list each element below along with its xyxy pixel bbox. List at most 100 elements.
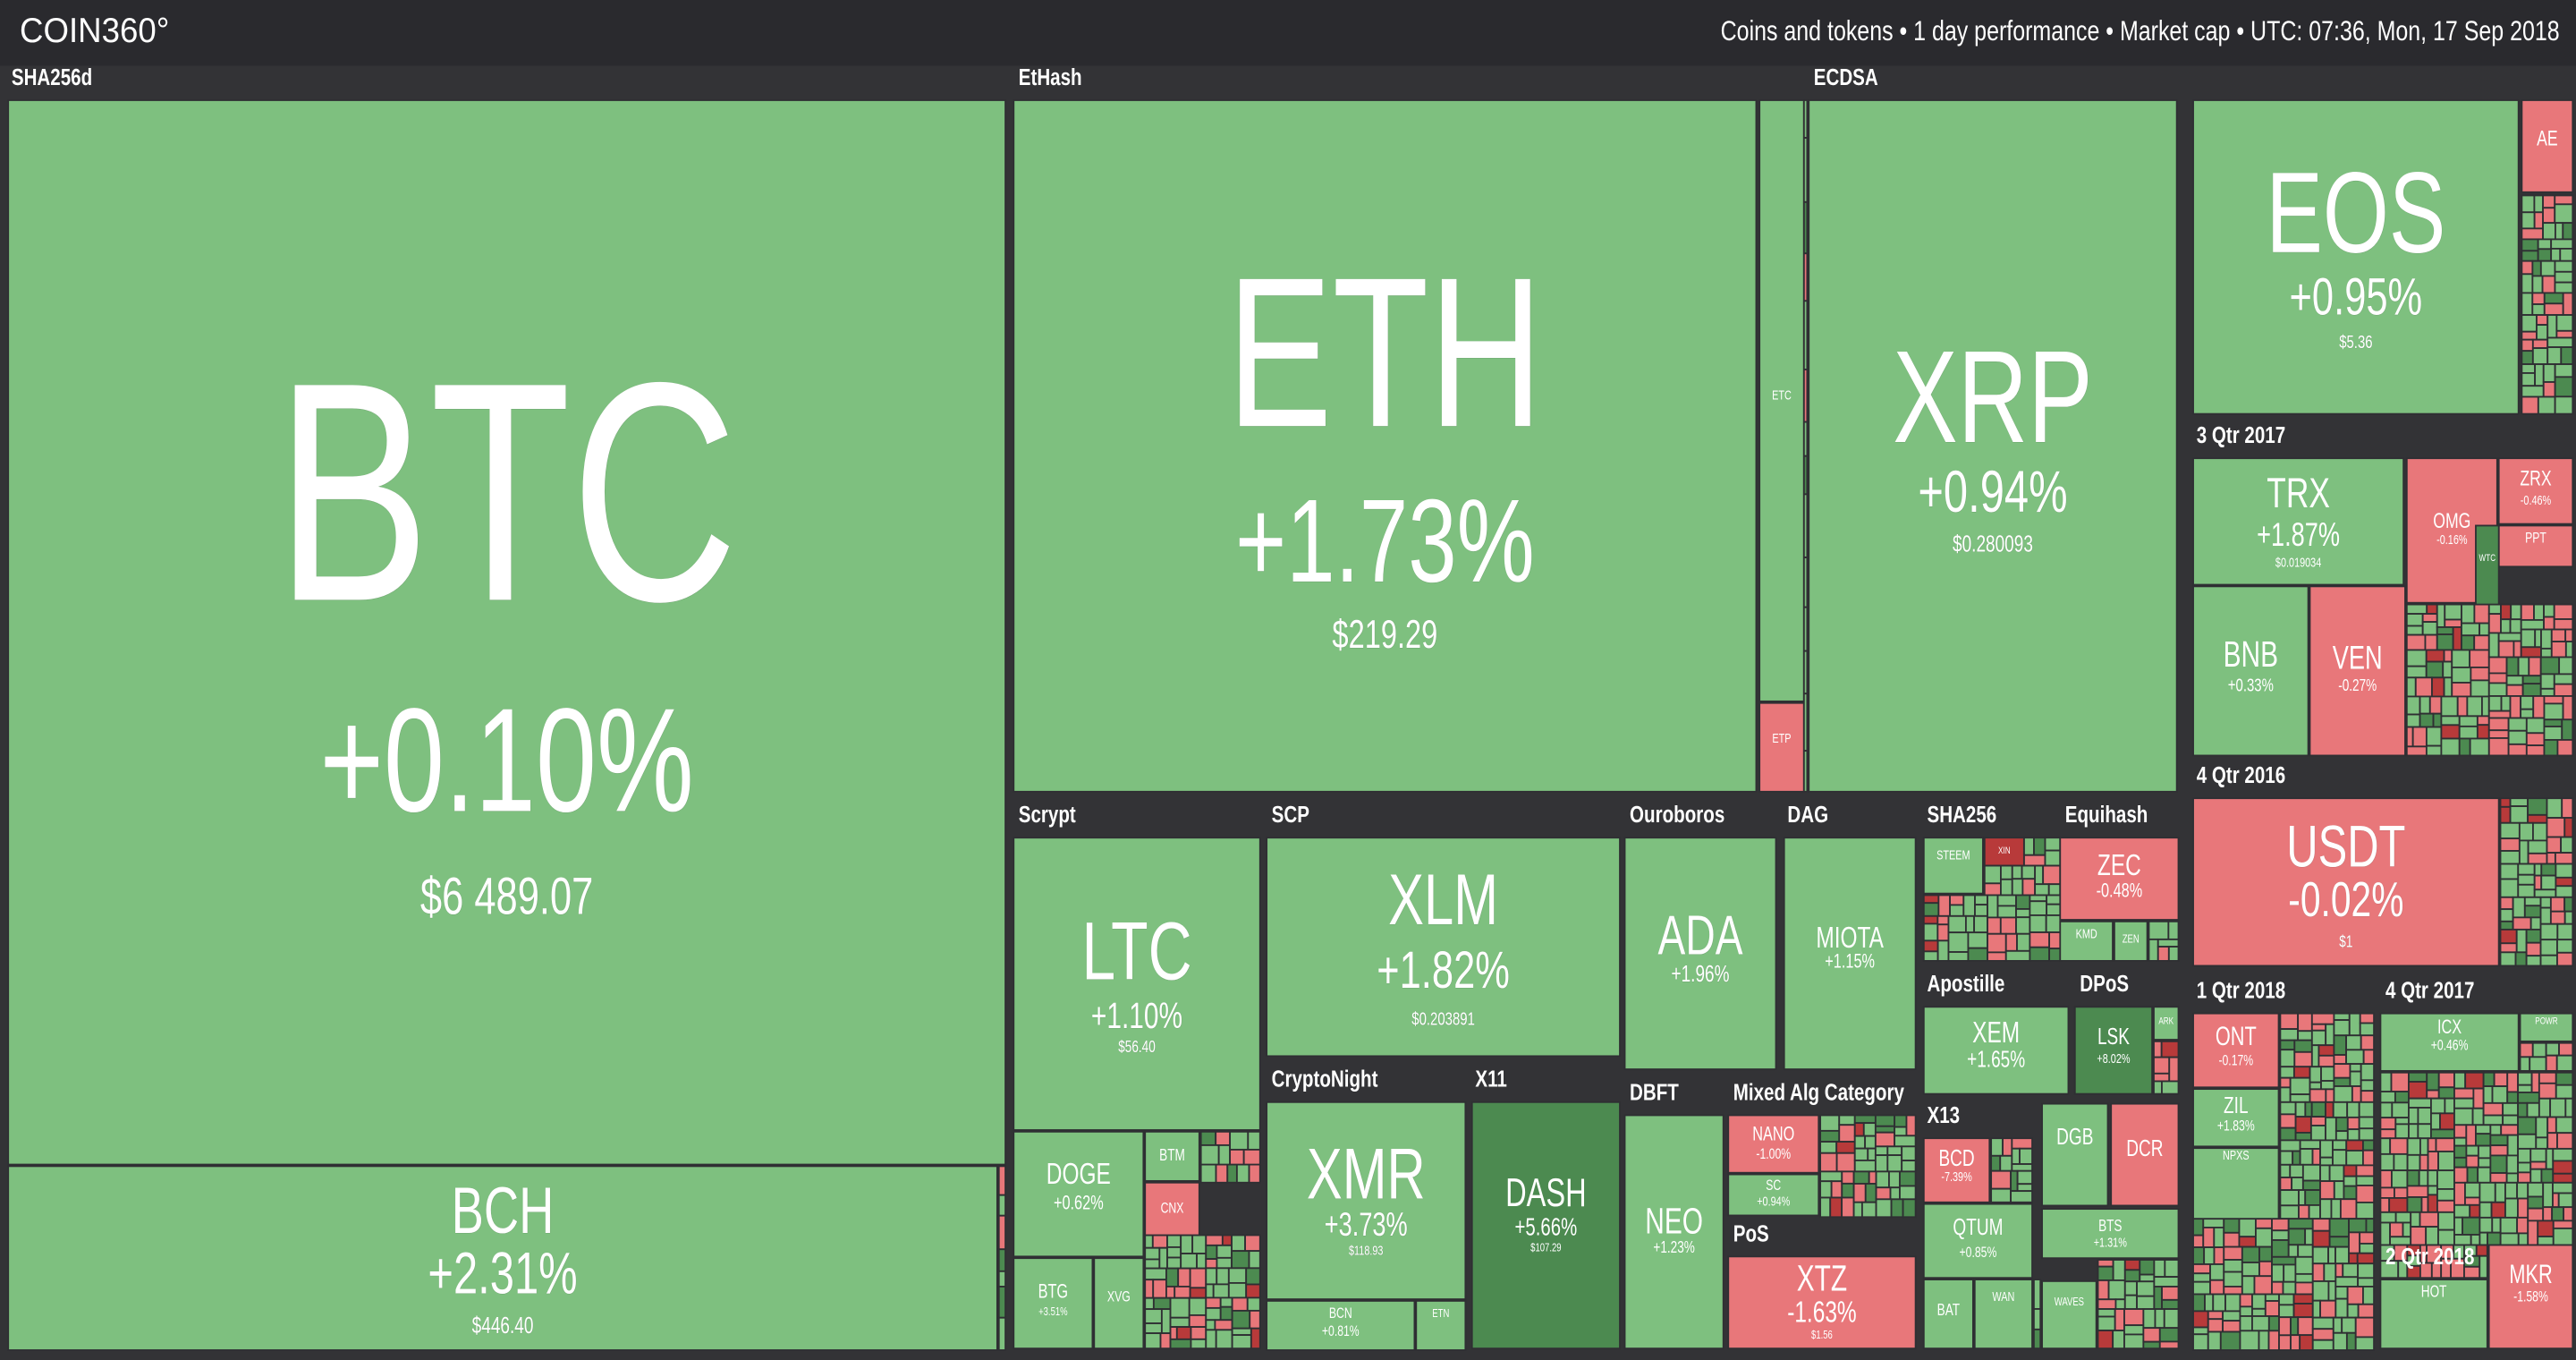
small-tile[interactable] — [2499, 797, 2512, 808]
coin-tile[interactable]: NPXS — [2192, 1147, 2280, 1220]
small-tile[interactable] — [2319, 1299, 2337, 1319]
small-tile[interactable] — [2389, 1137, 2409, 1155]
small-tile[interactable] — [2533, 211, 2544, 230]
small-tile[interactable] — [2479, 1254, 2488, 1279]
small-tile[interactable] — [2517, 863, 2536, 876]
small-tile[interactable] — [2148, 938, 2159, 962]
small-tile[interactable] — [2529, 1160, 2547, 1170]
small-tile[interactable] — [2426, 1089, 2440, 1100]
small-tile[interactable] — [1205, 1244, 1218, 1261]
small-tile[interactable] — [1189, 1267, 1208, 1289]
small-tile[interactable] — [2408, 1081, 2428, 1100]
small-tile[interactable] — [2525, 744, 2546, 757]
small-tile[interactable] — [2555, 863, 2574, 879]
small-tile[interactable] — [2499, 837, 2521, 852]
small-tile[interactable] — [2164, 1259, 2180, 1278]
small-tile[interactable] — [2289, 1163, 2304, 1178]
small-tile[interactable] — [2515, 928, 2528, 954]
small-tile[interactable] — [1166, 1234, 1182, 1248]
small-tile[interactable] — [2539, 939, 2558, 956]
small-tile[interactable] — [1875, 1186, 1892, 1201]
small-tile[interactable] — [2554, 395, 2574, 415]
small-tile[interactable] — [2555, 885, 2574, 898]
small-tile[interactable] — [1852, 1183, 1867, 1203]
small-tile[interactable] — [2487, 656, 2508, 675]
small-tile[interactable] — [2430, 1112, 2441, 1131]
small-tile[interactable] — [2279, 1086, 2292, 1103]
small-tile[interactable] — [2481, 695, 2490, 718]
small-tile[interactable] — [2299, 1334, 2314, 1351]
small-tile[interactable] — [1180, 1253, 1198, 1270]
small-tile[interactable] — [2358, 1101, 2375, 1118]
small-tile[interactable] — [2224, 1293, 2241, 1313]
small-tile[interactable] — [1860, 1201, 1877, 1219]
small-tile[interactable] — [1838, 1114, 1856, 1126]
small-tile[interactable] — [2405, 603, 2428, 615]
small-tile[interactable] — [2394, 1186, 2409, 1199]
small-tile[interactable] — [2298, 1204, 2310, 1220]
small-tile[interactable] — [2470, 679, 2490, 698]
tile-background[interactable] — [2475, 524, 2500, 606]
small-tile[interactable] — [2405, 665, 2428, 679]
small-tile[interactable] — [2264, 1293, 2280, 1302]
small-tile[interactable] — [2341, 1316, 2357, 1334]
small-tile[interactable] — [2136, 1295, 2156, 1310]
small-tile[interactable] — [1922, 950, 1939, 962]
small-tile[interactable] — [1888, 1170, 1901, 1189]
small-tile[interactable] — [2408, 1107, 2419, 1126]
small-tile[interactable] — [1169, 1326, 1178, 1340]
small-tile[interactable] — [2320, 1080, 2335, 1091]
small-tile[interactable] — [2499, 928, 2518, 945]
small-tile[interactable] — [2192, 1280, 2211, 1296]
small-tile[interactable] — [2328, 1236, 2350, 1248]
small-tile[interactable] — [1967, 947, 1988, 962]
small-tile[interactable] — [1819, 1196, 1832, 1219]
small-tile[interactable] — [2517, 1084, 2533, 1093]
small-tile[interactable] — [2437, 1151, 2455, 1172]
coin-tile[interactable]: ZIL+1.83% — [2192, 1088, 2280, 1148]
small-tile[interactable] — [2097, 1298, 2117, 1310]
small-tile[interactable] — [2204, 1293, 2215, 1313]
small-tile[interactable] — [2517, 1116, 2538, 1135]
small-tile[interactable] — [2167, 946, 2180, 962]
small-tile[interactable] — [2311, 1339, 2334, 1351]
small-tile[interactable] — [2406, 1169, 2420, 1187]
small-tile[interactable] — [2531, 1041, 2547, 1058]
small-tile[interactable] — [2271, 1255, 2297, 1266]
coin-tile[interactable]: WTC — [2475, 524, 2500, 606]
small-tile[interactable] — [2525, 732, 2546, 746]
small-tile[interactable] — [2476, 724, 2490, 740]
small-tile[interactable] — [2533, 863, 2543, 877]
small-tile[interactable] — [2464, 1071, 2485, 1090]
small-tile[interactable] — [2405, 613, 2424, 627]
small-tile[interactable] — [2032, 1328, 2042, 1350]
small-tile[interactable] — [2533, 888, 2557, 898]
small-tile[interactable] — [1864, 1183, 1877, 1203]
small-tile[interactable] — [2490, 1201, 2506, 1219]
small-tile[interactable] — [2425, 649, 2445, 663]
small-tile[interactable] — [2153, 1276, 2180, 1288]
small-tile[interactable] — [2476, 715, 2490, 727]
small-tile[interactable] — [2549, 910, 2566, 925]
small-tile[interactable] — [2311, 1148, 2321, 1166]
small-tile[interactable] — [2209, 1279, 2225, 1296]
small-tile[interactable] — [2542, 222, 2556, 241]
small-tile[interactable] — [1205, 1306, 1222, 1322]
small-tile[interactable] — [2439, 1112, 2455, 1131]
small-tile[interactable] — [2123, 1269, 2141, 1283]
small-tile[interactable] — [1886, 1154, 1903, 1173]
small-tile[interactable] — [2153, 1040, 2163, 1058]
small-tile[interactable] — [1852, 1201, 1863, 1219]
small-tile[interactable] — [2473, 634, 2490, 651]
tile-background[interactable] — [2497, 524, 2574, 568]
small-tile[interactable] — [1902, 1198, 1917, 1219]
small-tile[interactable] — [2222, 1320, 2241, 1333]
small-tile[interactable] — [2241, 1262, 2260, 1278]
small-tile[interactable] — [2521, 292, 2534, 316]
small-tile[interactable] — [2531, 275, 2544, 294]
small-tile[interactable] — [1922, 922, 1939, 942]
small-tile[interactable] — [2391, 1101, 2410, 1119]
small-tile[interactable] — [2537, 1220, 2555, 1237]
small-tile[interactable] — [2546, 1132, 2558, 1150]
small-tile[interactable] — [2555, 1084, 2574, 1100]
